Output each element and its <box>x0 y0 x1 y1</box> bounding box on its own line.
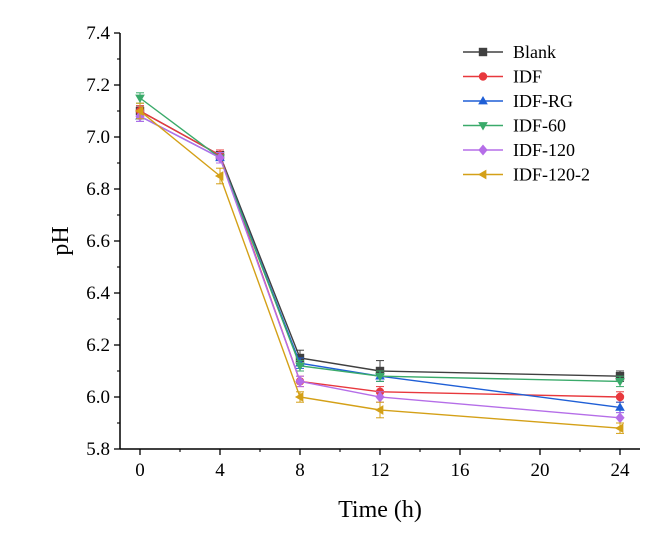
x-tick-label: 16 <box>451 460 470 481</box>
x-axis-ticks: 0 4 8 12 16 20 24 <box>135 449 630 481</box>
y-tick-label: 7.2 <box>86 75 110 96</box>
x-tick-label: 4 <box>215 460 225 481</box>
legend-label: Blank <box>513 42 556 62</box>
data-point <box>134 106 144 116</box>
data-point <box>374 405 384 415</box>
data-point <box>294 392 304 402</box>
legend-item: IDF-120 <box>463 140 575 160</box>
x-tick-label: 8 <box>295 460 305 481</box>
data-point <box>214 171 224 181</box>
y-tick-label: 6.0 <box>86 387 110 408</box>
legend-item: IDF-120-2 <box>463 165 590 185</box>
legend-marker <box>478 72 488 81</box>
legend-marker <box>478 144 488 156</box>
x-tick-label: 0 <box>135 460 145 481</box>
legend-label: IDF <box>513 67 542 87</box>
x-tick-label: 20 <box>531 460 550 481</box>
y-tick-label: 6.6 <box>86 231 110 252</box>
series-layer <box>134 92 625 434</box>
legend-item: Blank <box>463 42 556 62</box>
series-idf-60 <box>135 92 625 388</box>
legend-label: IDF-60 <box>513 116 566 136</box>
x-tick-label: 24 <box>611 460 631 481</box>
legend: Blank IDF IDF-RG IDF-60 IDF-120 IDF-120-2 <box>463 42 590 185</box>
legend-marker <box>478 95 488 105</box>
legend-item: IDF <box>463 67 542 87</box>
series-idf-120-2 <box>134 102 624 434</box>
data-point <box>215 152 225 164</box>
legend-marker <box>478 122 488 131</box>
x-tick-label: 12 <box>371 460 390 481</box>
data-point <box>615 402 625 411</box>
data-point <box>375 391 385 403</box>
data-point <box>295 375 305 387</box>
legend-label: IDF-RG <box>513 91 573 111</box>
data-point <box>615 378 625 387</box>
x-axis-title: Time (h) <box>338 497 422 523</box>
data-point <box>615 392 625 402</box>
data-point <box>295 362 305 371</box>
data-point <box>614 423 624 434</box>
y-tick-label: 5.8 <box>86 439 110 460</box>
legend-marker <box>477 169 487 180</box>
y-tick-label: 6.2 <box>86 335 110 356</box>
legend-item: IDF-60 <box>463 116 566 136</box>
y-axis-title: pH <box>48 226 74 255</box>
legend-item: IDF-RG <box>463 91 573 111</box>
y-tick-label: 7.4 <box>86 23 110 44</box>
y-tick-label: 7.0 <box>86 127 110 148</box>
data-point <box>135 94 145 104</box>
y-axis-ticks: 5.8 6.0 6.2 6.4 6.6 6.8 7.0 7.2 7.4 <box>86 23 120 460</box>
legend-marker <box>478 47 488 57</box>
data-point <box>375 372 385 382</box>
legend-label: IDF-120-2 <box>513 165 590 185</box>
y-tick-label: 6.4 <box>86 283 110 304</box>
data-point <box>615 412 625 424</box>
legend-label: IDF-120 <box>513 140 575 160</box>
y-tick-label: 6.8 <box>86 179 110 200</box>
